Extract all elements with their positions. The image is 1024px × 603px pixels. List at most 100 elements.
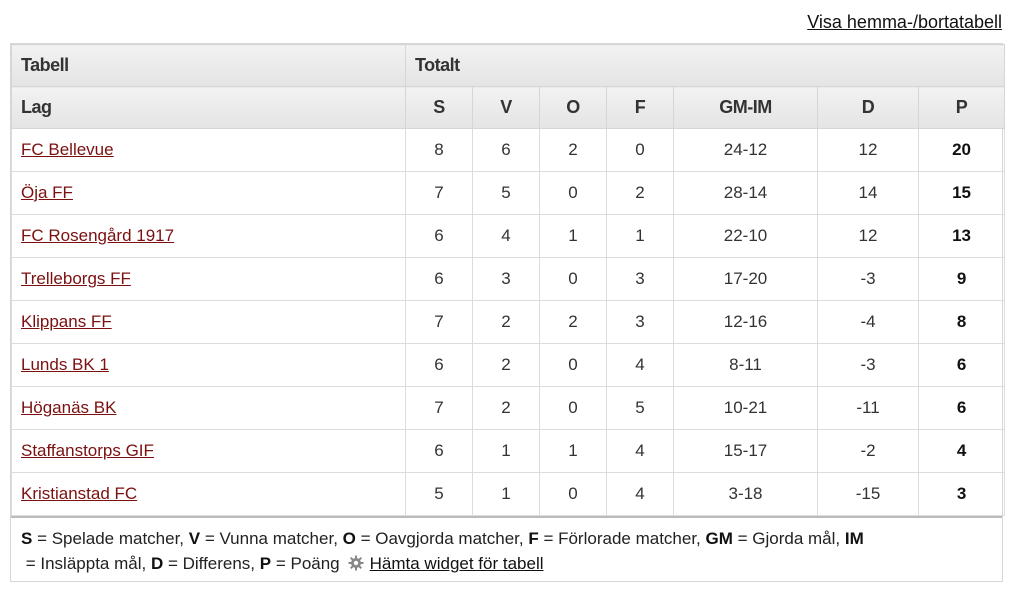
stat-cell: 17-20 [673, 257, 818, 301]
stat-cell: 6 [405, 257, 473, 301]
stat-cell: 0 [606, 128, 674, 172]
stat-cell: 14 [817, 171, 919, 215]
home-away-table-link[interactable]: Visa hemma-/bortatabell [807, 12, 1002, 32]
stat-cell: 2 [606, 171, 674, 215]
stat-cell: -3 [817, 257, 919, 301]
team-link[interactable]: Staffanstorps GIF [21, 441, 154, 460]
column-header: P [917, 86, 1006, 129]
header-group-row: Tabell Totalt [11, 44, 1006, 87]
stat-cell: 5 [405, 472, 473, 516]
table-row: Staffanstorps GIF 6 1 1 4 15-17 -2 4 [11, 429, 1006, 473]
team-cell: Klippans FF [11, 300, 406, 344]
stat-cell: 6 [472, 128, 540, 172]
points-cell: 8 [917, 300, 1006, 344]
stat-cell: 3-18 [673, 472, 818, 516]
team-link[interactable]: FC Bellevue [21, 140, 114, 159]
stat-cell: 0 [539, 171, 607, 215]
column-header: S [405, 86, 473, 129]
stat-cell: 4 [606, 429, 674, 473]
stat-cell: 10-21 [673, 386, 818, 430]
stat-cell: 15-17 [673, 429, 818, 473]
stat-cell: 1 [472, 429, 540, 473]
stat-cell: 22-10 [673, 214, 818, 258]
team-cell: Höganäs BK [11, 386, 406, 430]
legend-abbr: IM [844, 529, 864, 548]
stat-cell: 0 [539, 472, 607, 516]
legend-text: = Spelade matcher, [32, 529, 189, 548]
stat-cell: 1 [606, 214, 674, 258]
legend-text: = Differens, [163, 554, 260, 573]
table-row: Höganäs BK 7 2 0 5 10-21 -11 6 [11, 386, 1006, 430]
table-row: FC Rosengård 1917 6 4 1 1 22-10 12 13 [11, 214, 1006, 258]
stat-cell: 0 [539, 386, 607, 430]
points-cell: 4 [917, 429, 1006, 473]
points-cell: 3 [917, 472, 1006, 516]
team-link[interactable]: FC Rosengård 1917 [21, 226, 175, 245]
stat-cell: 5 [472, 171, 540, 215]
stat-cell: 28-14 [673, 171, 818, 215]
team-link[interactable]: Kristianstad FC [21, 484, 138, 503]
stat-cell: 4 [606, 472, 674, 516]
legend-abbr: F [528, 529, 539, 548]
legend-text: = Förlorade matcher, [538, 529, 706, 548]
stat-cell: 2 [472, 300, 540, 344]
stat-cell: 8 [405, 128, 473, 172]
table-row: FC Bellevue 8 6 2 0 24-12 12 20 [11, 128, 1006, 172]
stat-cell: 8-11 [673, 343, 818, 387]
column-header-row: Lag S V O F GM-IM D P [11, 86, 1006, 129]
stat-cell: 6 [405, 214, 473, 258]
team-cell: Öja FF [11, 171, 406, 215]
team-link[interactable]: Lunds BK 1 [21, 355, 109, 374]
stat-cell: -4 [817, 300, 919, 344]
legend-text: = Insläppta mål, [21, 554, 151, 573]
league-table: Tabell Totalt Lag S V O F GM-IM D P FC Bellevue… [11, 44, 1006, 516]
stat-cell: 4 [472, 214, 540, 258]
stat-cell: 1 [539, 214, 607, 258]
stat-cell: 3 [606, 257, 674, 301]
stat-cell: 2 [539, 300, 607, 344]
team-cell: FC Bellevue [11, 128, 406, 172]
stat-cell: 2 [472, 386, 540, 430]
table-row: Trelleborgs FF 6 3 0 3 17-20 -3 9 [11, 257, 1006, 301]
header-tabell: Tabell [11, 44, 406, 87]
stat-cell: -11 [817, 386, 919, 430]
legend-abbr: V [188, 529, 201, 548]
stat-cell: 12 [817, 214, 919, 258]
legend-text: = Gjorda mål, [732, 529, 845, 548]
table-body: FC Bellevue 8 6 2 0 24-12 12 20 Öja FF 7 5 0 2 28-14 1… [11, 128, 1006, 516]
points-cell: 6 [917, 386, 1006, 430]
column-header: GM-IM [673, 86, 818, 129]
team-link[interactable]: Klippans FF [21, 312, 112, 331]
table-row: Klippans FF 7 2 2 3 12-16 -4 8 [11, 300, 1006, 344]
stat-cell: -15 [817, 472, 919, 516]
stat-cell: 3 [606, 300, 674, 344]
stat-cell: 6 [405, 429, 473, 473]
legend-abbr: O [342, 529, 356, 548]
header-totalt: Totalt [404, 44, 1006, 87]
stat-cell: 7 [405, 386, 473, 430]
stat-cell: 2 [472, 343, 540, 387]
stat-cell: -2 [817, 429, 919, 473]
stat-cell: 1 [539, 429, 607, 473]
table-row: Kristianstad FC 5 1 0 4 3-18 -15 3 [11, 472, 1006, 516]
legend-abbr: S [21, 529, 33, 548]
team-link[interactable]: Öja FF [21, 183, 73, 202]
stat-cell: 0 [539, 257, 607, 301]
stat-cell: 7 [405, 171, 473, 215]
stat-cell: -3 [817, 343, 919, 387]
legend-items: S = Spelade matcher, V = Vunna matcher, … [21, 529, 864, 573]
legend-abbr: GM [705, 529, 733, 548]
team-cell: Lunds BK 1 [11, 343, 406, 387]
team-link[interactable]: Trelleborgs FF [21, 269, 131, 288]
stat-cell: 3 [472, 257, 540, 301]
column-header: V [472, 86, 540, 129]
get-widget-link[interactable]: Hämta widget för tabell [369, 554, 544, 573]
points-cell: 9 [917, 257, 1006, 301]
team-cell: Trelleborgs FF [11, 257, 406, 301]
league-table-card: Tabell Totalt Lag S V O F GM-IM D P FC Bellevue… [10, 43, 1006, 582]
column-header: O [539, 86, 607, 129]
points-cell: 15 [917, 171, 1006, 215]
stat-cell: 1 [472, 472, 540, 516]
points-cell: 13 [917, 214, 1006, 258]
team-link[interactable]: Höganäs BK [21, 398, 117, 417]
